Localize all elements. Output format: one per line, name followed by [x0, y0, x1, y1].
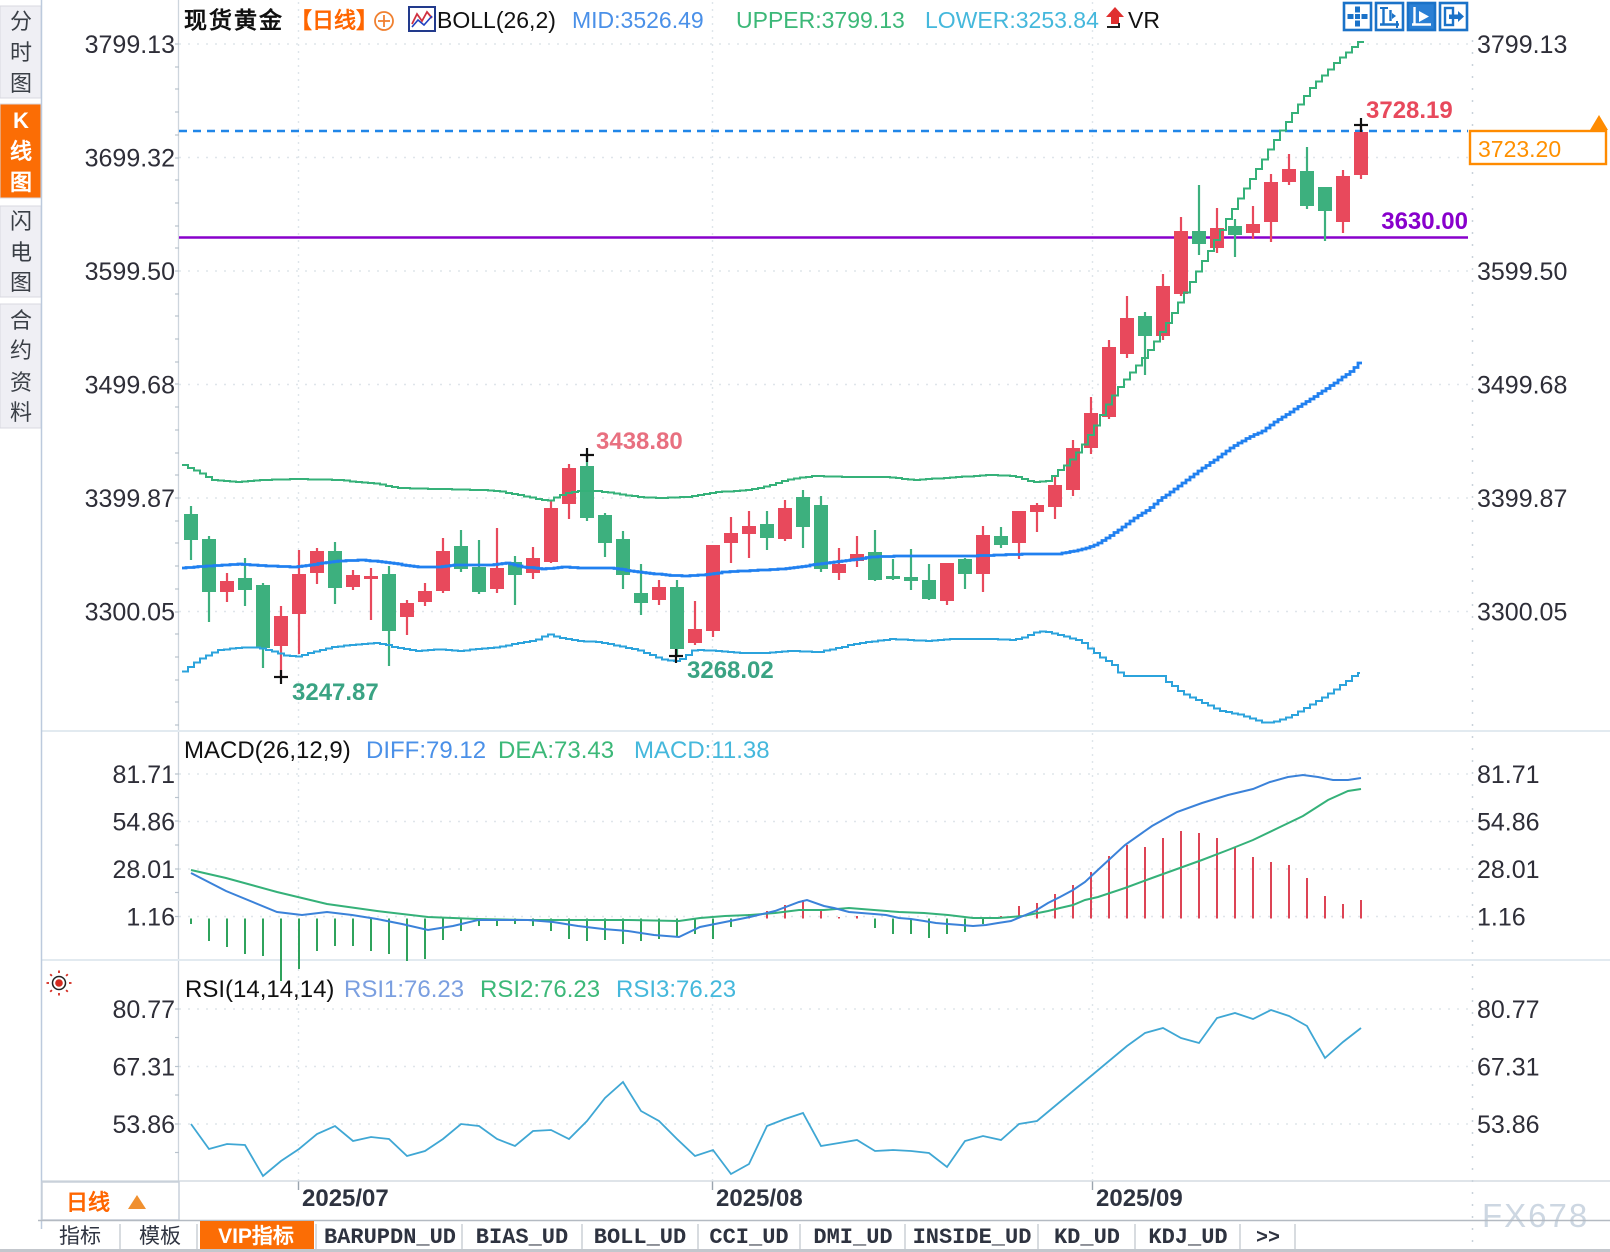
- svg-text:料: 料: [10, 400, 32, 425]
- svg-text:3799.13: 3799.13: [1477, 31, 1567, 59]
- svg-text:2025/07: 2025/07: [302, 1185, 389, 1212]
- svg-text:3300.05: 3300.05: [85, 599, 175, 627]
- svg-text:2025/08: 2025/08: [716, 1185, 803, 1212]
- svg-text:约: 约: [10, 338, 32, 363]
- svg-text:67.31: 67.31: [1477, 1054, 1540, 1082]
- svg-text:合: 合: [10, 308, 32, 333]
- svg-text:3723.20: 3723.20: [1478, 136, 1561, 162]
- svg-text:3699.32: 3699.32: [85, 145, 175, 173]
- svg-text:LOWER:3253.84: LOWER:3253.84: [925, 7, 1099, 33]
- svg-text:3247.87: 3247.87: [292, 679, 379, 706]
- svg-text:MACD(26,12,9): MACD(26,12,9): [184, 737, 351, 764]
- svg-text:RSI1:76.23: RSI1:76.23: [344, 976, 464, 1003]
- svg-text:UPPER:3799.13: UPPER:3799.13: [736, 7, 905, 33]
- svg-text:RSI(14,14,14): RSI(14,14,14): [185, 976, 334, 1003]
- svg-text:3728.19: 3728.19: [1366, 97, 1453, 124]
- svg-text:3630.00: 3630.00: [1381, 208, 1468, 235]
- svg-text:RSI2:76.23: RSI2:76.23: [480, 976, 600, 1003]
- svg-text:资: 资: [10, 370, 32, 395]
- svg-text:80.77: 80.77: [112, 996, 175, 1024]
- svg-text:28.01: 28.01: [112, 856, 175, 884]
- svg-text:时: 时: [10, 40, 32, 65]
- svg-text:3399.87: 3399.87: [1477, 485, 1567, 513]
- svg-text:54.86: 54.86: [1477, 809, 1540, 837]
- svg-text:模板: 模板: [139, 1225, 181, 1248]
- svg-text:3399.87: 3399.87: [85, 485, 175, 513]
- svg-text:53.86: 53.86: [1477, 1111, 1540, 1139]
- svg-text:54.86: 54.86: [112, 809, 175, 837]
- svg-text:28.01: 28.01: [1477, 856, 1540, 884]
- svg-text:1.16: 1.16: [1477, 904, 1526, 932]
- svg-text:DEA:73.43: DEA:73.43: [498, 737, 614, 764]
- svg-text:3499.68: 3499.68: [1477, 372, 1567, 400]
- svg-text:53.86: 53.86: [112, 1111, 175, 1139]
- svg-text:3300.05: 3300.05: [1477, 599, 1567, 627]
- svg-text:图: 图: [10, 71, 32, 96]
- svg-text:DMI_UD: DMI_UD: [813, 1225, 892, 1250]
- svg-text:DIFF:79.12: DIFF:79.12: [366, 737, 486, 764]
- svg-text:3799.13: 3799.13: [85, 31, 175, 59]
- svg-text:RSI3:76.23: RSI3:76.23: [616, 976, 736, 1003]
- svg-text:3599.50: 3599.50: [85, 258, 175, 286]
- svg-text:图: 图: [10, 270, 32, 295]
- svg-text:VIP指标: VIP指标: [218, 1224, 294, 1248]
- svg-text:2025/09: 2025/09: [1096, 1185, 1183, 1212]
- svg-text:闪: 闪: [10, 209, 32, 234]
- svg-text:CCI_UD: CCI_UD: [709, 1225, 788, 1250]
- svg-text:3599.50: 3599.50: [1477, 258, 1567, 286]
- svg-text:指标: 指标: [59, 1225, 101, 1248]
- svg-text:3438.80: 3438.80: [596, 428, 683, 455]
- svg-text:81.71: 81.71: [112, 761, 175, 789]
- svg-text:3268.02: 3268.02: [687, 657, 774, 684]
- svg-text:电: 电: [10, 240, 32, 265]
- svg-text:【日线】: 【日线】: [290, 8, 378, 33]
- svg-text:1.16: 1.16: [126, 904, 175, 932]
- svg-text:图: 图: [10, 170, 32, 195]
- svg-text:67.31: 67.31: [112, 1054, 175, 1082]
- svg-text:FX678: FX678: [1482, 1197, 1589, 1234]
- svg-text:VR: VR: [1128, 7, 1160, 33]
- svg-text:3499.68: 3499.68: [85, 372, 175, 400]
- svg-text:BARUPDN_UD: BARUPDN_UD: [324, 1225, 456, 1250]
- svg-text:日线: 日线: [66, 1190, 110, 1215]
- svg-text:分: 分: [10, 9, 32, 34]
- svg-text:80.77: 80.77: [1477, 996, 1540, 1024]
- svg-text:>>: >>: [1256, 1227, 1280, 1250]
- svg-text:MACD:11.38: MACD:11.38: [634, 737, 770, 764]
- svg-text:KDJ_UD: KDJ_UD: [1148, 1225, 1227, 1250]
- svg-text:BIAS_UD: BIAS_UD: [476, 1225, 568, 1250]
- svg-text:BOLL_UD: BOLL_UD: [594, 1225, 686, 1250]
- svg-text:INSIDE_UD: INSIDE_UD: [913, 1225, 1032, 1250]
- svg-text:81.71: 81.71: [1477, 761, 1540, 789]
- svg-text:KD_UD: KD_UD: [1054, 1225, 1120, 1250]
- svg-text:现货黄金: 现货黄金: [184, 7, 284, 33]
- svg-text:BOLL(26,2): BOLL(26,2): [437, 7, 556, 33]
- svg-text:K: K: [13, 108, 29, 133]
- svg-text:MID:3526.49: MID:3526.49: [572, 7, 704, 33]
- svg-text:线: 线: [10, 139, 32, 164]
